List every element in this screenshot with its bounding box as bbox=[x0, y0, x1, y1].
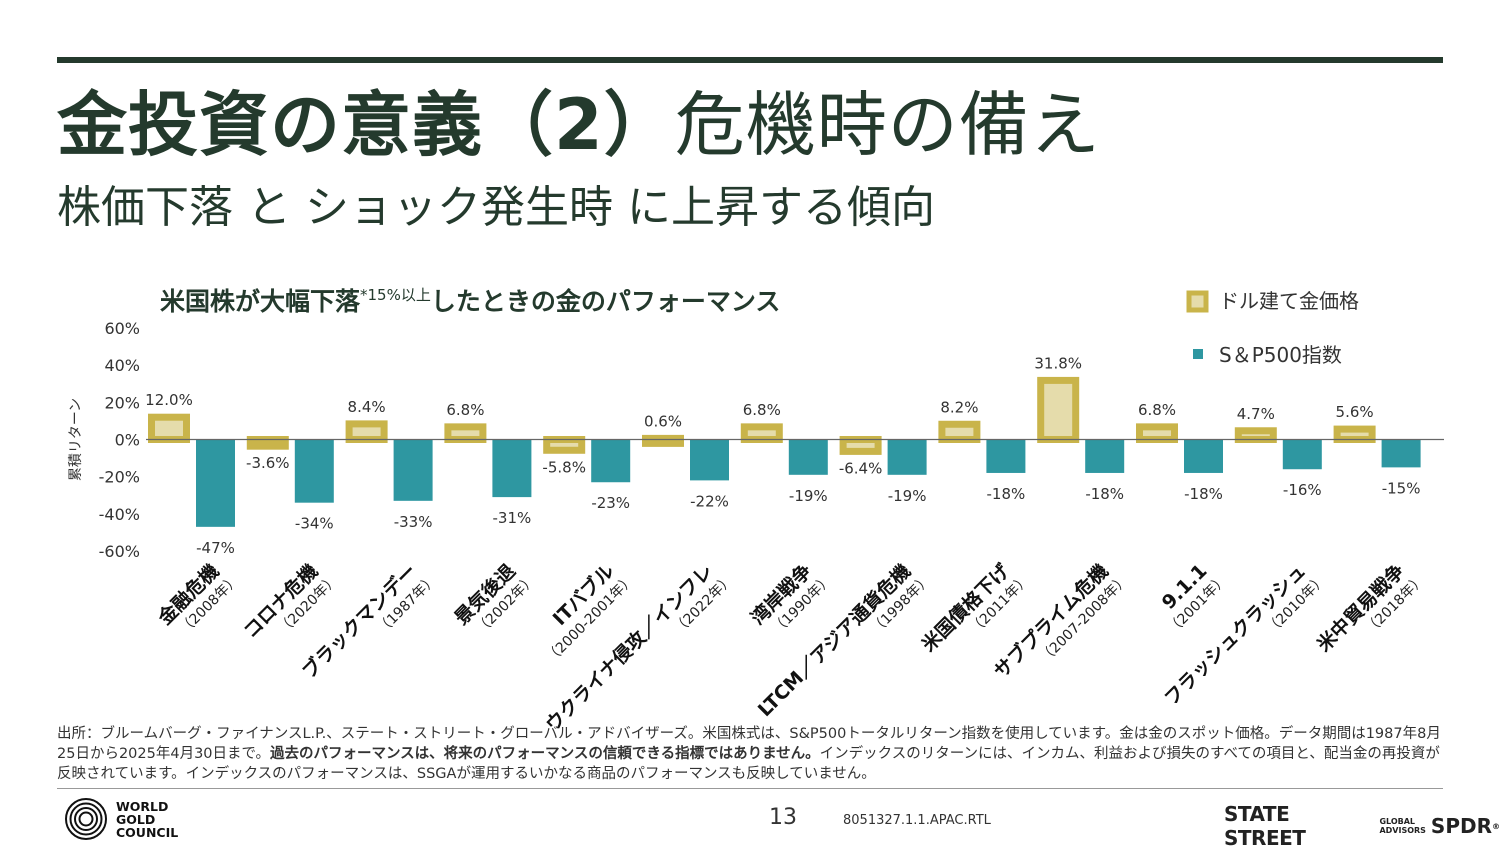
bottom-rule bbox=[57, 788, 1443, 789]
title-main: 金投資の意義（2） bbox=[57, 84, 675, 166]
gold-bar bbox=[543, 436, 586, 454]
y-tick-label: -60% bbox=[99, 542, 140, 561]
sp500-bar bbox=[196, 439, 235, 527]
page-subtitle: 株価下落 と ショック発生時 に上昇する傾向 bbox=[57, 182, 935, 233]
gold-value-label: 6.8% bbox=[446, 401, 484, 419]
sp500-bar bbox=[393, 439, 433, 501]
sp500-bar bbox=[887, 439, 927, 475]
sp500-bar bbox=[492, 439, 532, 498]
gold-bar bbox=[938, 420, 981, 444]
gold-bar bbox=[1037, 376, 1080, 443]
gold-bar bbox=[740, 423, 783, 443]
gold-value-label: 6.8% bbox=[743, 401, 781, 419]
gold-value-label: 5.6% bbox=[1336, 403, 1374, 421]
y-tick-label: 0% bbox=[115, 431, 140, 450]
page-number: 13 bbox=[769, 805, 797, 830]
footnote-part1: 出所：ブルームバーグ・ファイナンスL.P.、ステート・ストリート・グローバル・ア… bbox=[57, 726, 1441, 762]
gold-value-label: 4.7% bbox=[1237, 405, 1275, 423]
sp500-value-label: -23% bbox=[591, 494, 630, 512]
gold-bar bbox=[1333, 425, 1376, 444]
sp500-bar bbox=[1184, 439, 1223, 473]
sp500-bar bbox=[986, 439, 1026, 473]
y-tick-label: -40% bbox=[99, 505, 140, 524]
gold-bar bbox=[1234, 427, 1277, 444]
source-footnote: 出所：ブルームバーグ・ファイナンスL.P.、ステート・ストリート・グローバル・ア… bbox=[57, 724, 1447, 784]
sp500-value-label: -18% bbox=[987, 485, 1026, 503]
legend-gold-swatch bbox=[1186, 290, 1209, 313]
gold-bar bbox=[839, 436, 882, 455]
gold-value-label: 0.6% bbox=[644, 412, 682, 430]
sp500-value-label: -34% bbox=[295, 515, 334, 533]
sp500-value-label: -19% bbox=[789, 487, 828, 505]
sp500-bar bbox=[1282, 439, 1322, 470]
ssga-global-advisors: GLOBAL ADVISORS bbox=[1379, 817, 1425, 835]
sp500-value-label: -18% bbox=[1085, 485, 1124, 503]
gold-value-label: -3.6% bbox=[246, 454, 290, 472]
y-axis-label: 累積リターン bbox=[68, 398, 84, 481]
wgc-line1: WORLD bbox=[116, 798, 169, 814]
gold-value-label: 12.0% bbox=[145, 391, 193, 409]
wgc-rings-icon bbox=[65, 798, 107, 840]
top-rule bbox=[57, 57, 1443, 63]
wgc-line3: COUNCIL bbox=[116, 824, 179, 840]
gold-bar bbox=[148, 413, 190, 443]
ssga-line1: GLOBAL bbox=[1379, 817, 1416, 826]
document-code: 8051327.1.1.APAC.RTL bbox=[843, 813, 991, 828]
ssga-line2: ADVISORS bbox=[1379, 826, 1426, 835]
world-gold-council-logo: WORLD GOLD COUNCIL bbox=[64, 797, 178, 841]
gold-bar bbox=[246, 436, 289, 450]
y-tick-label: 40% bbox=[104, 356, 140, 375]
y-tick-label: 60% bbox=[104, 319, 140, 338]
footnote-part2: インデックスのリターンには、インカム、利益および損失のすべての項目と、配当金の再… bbox=[57, 746, 1440, 782]
legend-sp500-label: S＆P500指数 bbox=[1219, 343, 1342, 367]
gold-value-label: 8.4% bbox=[348, 398, 386, 416]
gold-bar bbox=[444, 423, 487, 443]
sp500-value-label: -18% bbox=[1184, 485, 1223, 503]
sp500-bar bbox=[1085, 439, 1125, 473]
gold-value-label: 6.8% bbox=[1138, 401, 1176, 419]
sp500-bar bbox=[1381, 439, 1421, 468]
y-tick-label: -20% bbox=[99, 468, 140, 487]
legend-gold-label: ドル建て金価格 bbox=[1219, 289, 1359, 313]
state-street-spdr-logo: STATE STREET GLOBAL ADVISORS SPDR ® bbox=[1224, 802, 1500, 850]
gold-bar bbox=[1136, 423, 1178, 443]
sp500-value-label: -19% bbox=[888, 487, 927, 505]
chart-title-main: 米国株が大幅下落 bbox=[160, 287, 361, 316]
sp500-bar bbox=[788, 439, 828, 475]
spdr-name: SPDR bbox=[1430, 814, 1492, 838]
title-sub: 危機時の備え bbox=[674, 84, 1101, 166]
sp500-value-label: -31% bbox=[493, 509, 532, 527]
sp500-bar bbox=[294, 439, 334, 503]
sp500-bar bbox=[690, 439, 729, 481]
footnote-bold: 過去のパフォーマンスは、将来のパフォーマンスの信頼できる指標ではありません。 bbox=[269, 746, 820, 762]
wgc-line2: GOLD bbox=[116, 811, 156, 827]
chart-title-note: *15%以上 bbox=[360, 286, 431, 304]
legend-sp500-swatch bbox=[1193, 349, 1203, 359]
ssga-name: STATE STREET bbox=[1224, 802, 1306, 850]
sp500-value-label: -33% bbox=[394, 513, 433, 531]
y-tick-label: 20% bbox=[104, 393, 140, 412]
registered-mark: ® bbox=[1492, 821, 1500, 831]
page-title: 金投資の意義（2）危機時の備え bbox=[57, 80, 1101, 170]
sp500-value-label: -47% bbox=[196, 539, 235, 557]
gold-value-label: -5.8% bbox=[542, 458, 586, 476]
sp500-value-label: -22% bbox=[690, 492, 729, 510]
gold-value-label: 31.8% bbox=[1034, 354, 1082, 372]
chart-title-tail: したときの金のパフォーマンス bbox=[431, 287, 781, 316]
gold-value-label: -6.4% bbox=[839, 459, 883, 477]
sp500-bar bbox=[591, 439, 631, 483]
chart-title: 米国株が大幅下落*15%以上したときの金のパフォーマンス bbox=[160, 286, 780, 316]
sp500-value-label: -15% bbox=[1382, 479, 1421, 497]
bar-chart: 米国株が大幅下落*15%以上したときの金のパフォーマンス 60% 40% 20% 0% -… bbox=[68, 286, 1444, 730]
gold-value-label: 8.2% bbox=[940, 398, 978, 416]
sp500-value-label: -16% bbox=[1283, 481, 1322, 499]
gold-bar bbox=[345, 420, 388, 443]
gold-bar bbox=[642, 434, 684, 447]
